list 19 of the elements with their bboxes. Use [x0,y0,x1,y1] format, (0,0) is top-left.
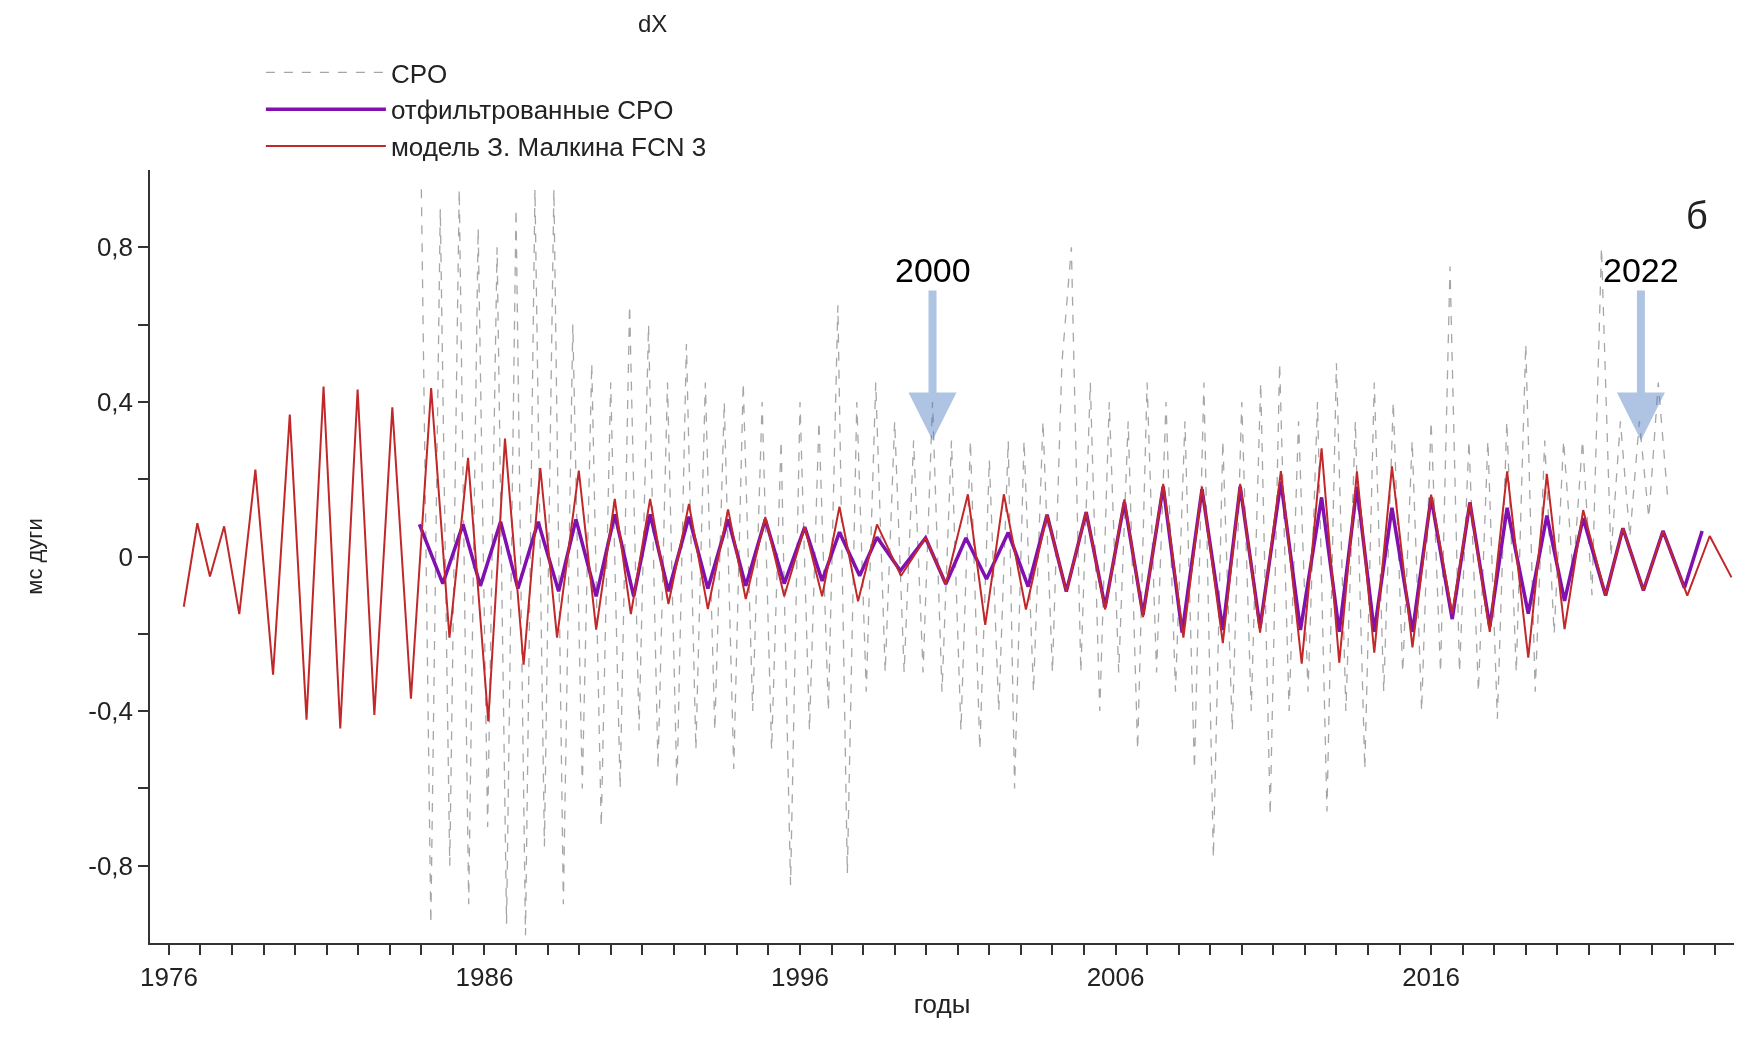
legend-label: CPO [390,58,448,89]
annotation: б [1686,195,1708,237]
chart-title: dX [638,10,668,38]
annotation: 2022 [1603,251,1679,289]
x-tick-label: 1986 [455,961,514,992]
x-tick-label: 1976 [140,961,198,992]
y-axis-title: мс дуги [21,518,47,595]
annotation: 2000 [895,251,971,289]
y-tick-label: 0,4 [96,387,134,417]
x-tick-label: 1996 [771,961,829,992]
x-tick-label: 2006 [1086,961,1145,992]
y-tick-label: -0,8 [88,850,134,881]
y-tick-label: 0 [118,541,134,572]
y-tick-label: -0,4 [88,696,134,727]
y-tick-label: 0,8 [96,232,134,263]
legend-label: модель З. Малкина FCN 3 [390,132,707,163]
x-axis-title: годы [913,989,971,1020]
legend-label: отфильтрованные CPO [390,95,674,126]
x-tick-label: 2016 [1402,961,1460,992]
